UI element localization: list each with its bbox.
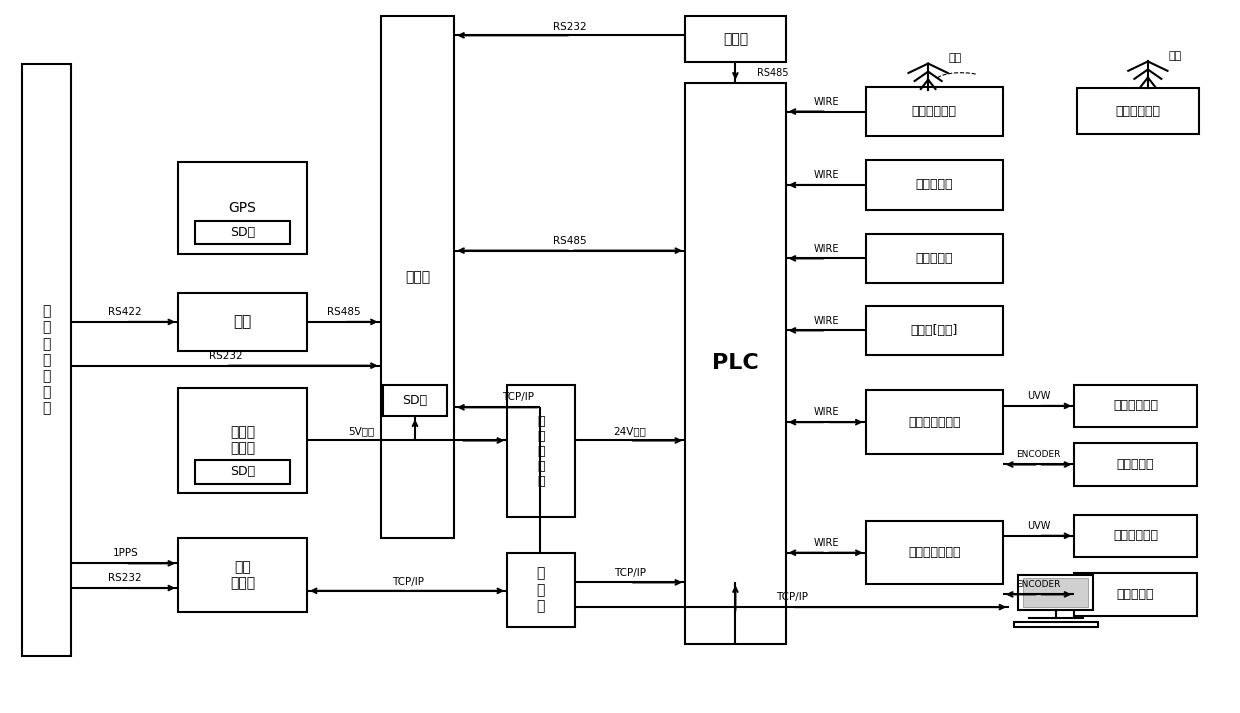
FancyBboxPatch shape (684, 16, 786, 62)
FancyBboxPatch shape (179, 538, 308, 612)
FancyBboxPatch shape (179, 389, 308, 493)
FancyBboxPatch shape (195, 461, 290, 483)
FancyBboxPatch shape (866, 306, 1003, 355)
Text: ENCODER: ENCODER (1017, 450, 1060, 459)
Text: TCP/IP: TCP/IP (614, 568, 646, 578)
Text: 倾角传感器: 倾角传感器 (915, 252, 954, 265)
FancyBboxPatch shape (866, 160, 1003, 210)
FancyBboxPatch shape (179, 163, 308, 254)
FancyBboxPatch shape (507, 553, 574, 627)
Text: TCP/IP: TCP/IP (502, 392, 534, 402)
Text: 24V脉冲: 24V脉冲 (614, 426, 646, 436)
FancyBboxPatch shape (22, 63, 71, 657)
Text: 惯导: 惯导 (233, 314, 252, 329)
Text: 遥控器接收器: 遥控器接收器 (911, 105, 957, 118)
FancyBboxPatch shape (1074, 515, 1197, 557)
Text: 转速编码器: 转速编码器 (1117, 588, 1154, 601)
Text: SD卡: SD卡 (403, 394, 428, 407)
FancyBboxPatch shape (1074, 385, 1197, 427)
Text: WIRE: WIRE (813, 97, 839, 107)
FancyBboxPatch shape (1074, 443, 1197, 486)
Text: SD卡: SD卡 (229, 226, 255, 239)
Text: 1PPS: 1PPS (113, 548, 138, 558)
Text: TCP/IP: TCP/IP (776, 593, 808, 602)
Text: 里程轮[备用]: 里程轮[备用] (910, 324, 959, 337)
FancyBboxPatch shape (195, 221, 290, 245)
Text: RS485: RS485 (553, 236, 587, 246)
Text: GPS: GPS (228, 201, 257, 215)
Text: 信
号
调
理
板: 信 号 调 理 板 (537, 414, 544, 488)
Text: 天线: 天线 (949, 53, 962, 63)
Text: PLC: PLC (712, 353, 759, 373)
Text: 第二伺服驱动器: 第二伺服驱动器 (908, 546, 961, 559)
Text: WIRE: WIRE (813, 538, 839, 548)
Text: 激光
扫描仪: 激光 扫描仪 (229, 560, 255, 590)
Text: SD卡: SD卡 (229, 466, 255, 478)
Text: 5V脉冲: 5V脉冲 (348, 426, 374, 436)
Text: RS232: RS232 (210, 351, 243, 361)
Text: 第一驱动电机: 第一驱动电机 (1114, 399, 1158, 412)
Text: WIRE: WIRE (813, 244, 839, 254)
Text: 时
间
同
步
控
制
器: 时 间 同 步 控 制 器 (42, 304, 51, 416)
FancyBboxPatch shape (507, 385, 574, 518)
FancyBboxPatch shape (684, 83, 786, 644)
FancyBboxPatch shape (866, 391, 1003, 454)
Text: 轨距传感器: 轨距传感器 (915, 178, 954, 192)
Text: ENCODER: ENCODER (1017, 580, 1060, 589)
FancyBboxPatch shape (1018, 575, 1094, 610)
Text: 触摸屏: 触摸屏 (723, 32, 748, 46)
Text: WIRE: WIRE (813, 315, 839, 326)
FancyBboxPatch shape (866, 87, 1003, 136)
Text: RS485: RS485 (758, 68, 789, 78)
Text: TCP/IP: TCP/IP (392, 577, 424, 587)
Text: RS422: RS422 (108, 307, 143, 317)
FancyBboxPatch shape (1074, 573, 1197, 615)
Text: UVW: UVW (1027, 521, 1050, 531)
Text: UVW: UVW (1027, 391, 1050, 401)
Text: WIRE: WIRE (813, 407, 839, 417)
Text: RS485: RS485 (327, 307, 361, 317)
FancyBboxPatch shape (179, 293, 308, 351)
FancyBboxPatch shape (1076, 88, 1199, 134)
FancyBboxPatch shape (866, 521, 1003, 585)
FancyBboxPatch shape (383, 385, 446, 416)
Text: 第一伺服驱动器: 第一伺服驱动器 (908, 416, 961, 429)
Text: 工控机: 工控机 (405, 270, 430, 284)
Text: 天线: 天线 (1168, 51, 1182, 61)
Text: 结构光
扫描仪: 结构光 扫描仪 (229, 426, 255, 456)
Text: RS232: RS232 (553, 22, 587, 32)
Text: WIRE: WIRE (813, 170, 839, 180)
Text: 集
线
器: 集 线 器 (537, 567, 546, 613)
FancyBboxPatch shape (1023, 578, 1089, 607)
Text: 转速编码器: 转速编码器 (1117, 458, 1154, 471)
FancyBboxPatch shape (866, 234, 1003, 283)
Text: 第二驱动电机: 第二驱动电机 (1114, 529, 1158, 543)
Text: 遥控器发射器: 遥控器发射器 (1116, 105, 1161, 118)
FancyBboxPatch shape (381, 16, 454, 538)
FancyBboxPatch shape (1014, 622, 1097, 627)
Text: RS232: RS232 (108, 573, 143, 583)
